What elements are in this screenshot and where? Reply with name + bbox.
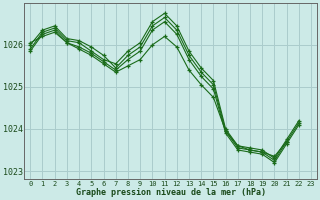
X-axis label: Graphe pression niveau de la mer (hPa): Graphe pression niveau de la mer (hPa) xyxy=(76,188,266,197)
